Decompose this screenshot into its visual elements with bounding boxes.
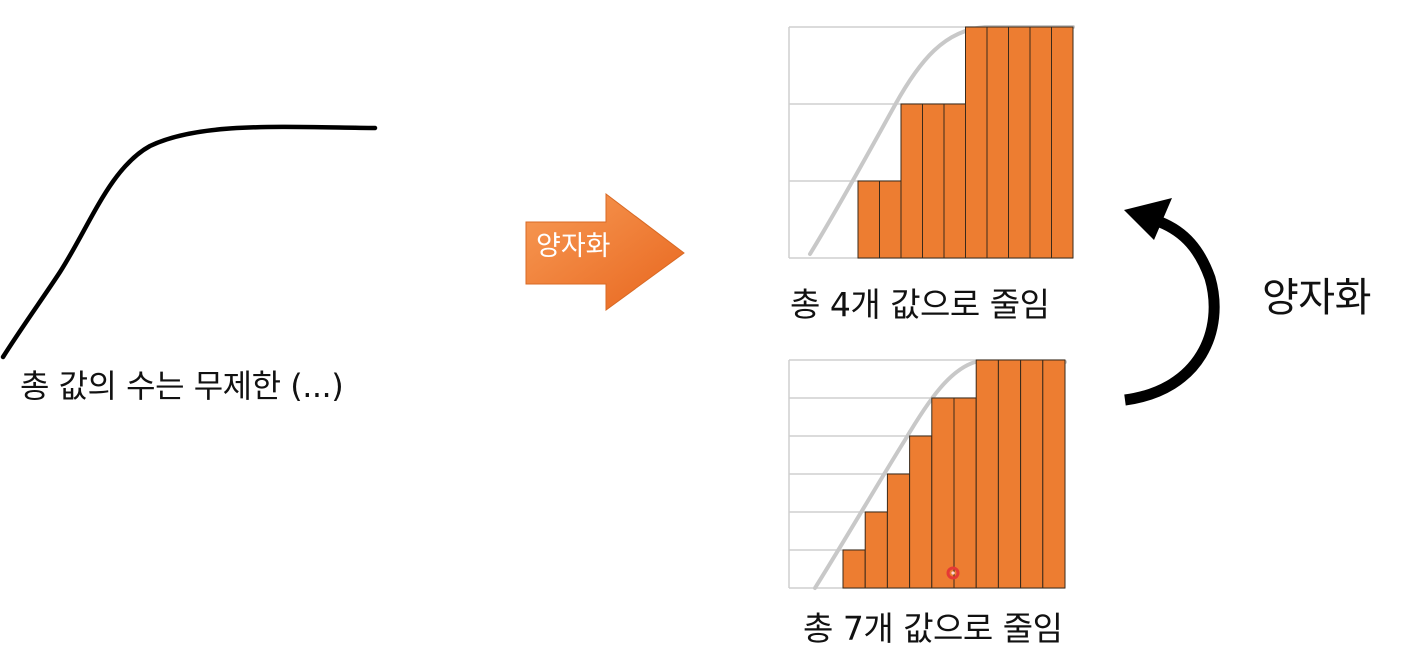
reduced-7-label: 총 7개 값으로 줄임	[803, 609, 1063, 648]
quantize-arrow-label: 양자화	[536, 231, 611, 262]
quantize-right-label: 양자화	[1262, 275, 1371, 321]
pointer-dot-center	[951, 571, 955, 575]
chart-bar	[1051, 26, 1074, 259]
chart-bar	[997, 359, 1022, 589]
chart-bar	[965, 26, 988, 259]
chart-reference-curve	[813, 360, 1067, 590]
chart-bar	[1042, 359, 1066, 589]
chart-bar	[922, 103, 945, 259]
continuous-label: 총 값의 수는 무제한 (...)	[20, 367, 344, 405]
chart-bar	[986, 26, 1009, 259]
chart-bar	[1029, 26, 1052, 259]
chart-bar	[886, 473, 911, 589]
chart-bar	[975, 359, 999, 589]
chart-reference-curve	[808, 25, 1075, 256]
chart-bar	[1008, 26, 1031, 259]
curved-up-arrow-icon	[1124, 216, 1220, 406]
curved-arrow-head	[1124, 198, 1172, 240]
chart-bar	[879, 180, 902, 259]
chart-bar	[1020, 359, 1044, 589]
chart-bar	[943, 103, 966, 259]
chart-bar	[864, 511, 888, 589]
chart-bar	[953, 397, 977, 589]
chart-bar	[909, 435, 933, 589]
pointer-dot	[946, 566, 960, 580]
chart-bar	[900, 103, 923, 259]
chart-7-levels	[788, 359, 1067, 590]
chart-bar	[931, 397, 955, 589]
continuous-curve	[0, 124, 378, 360]
reduced-4-label: 총 4개 값으로 줄임	[790, 285, 1050, 324]
right-block-arrow-icon	[525, 192, 685, 311]
chart-bar	[842, 549, 866, 589]
chart-bar	[857, 180, 880, 259]
chart-4-levels	[788, 25, 1075, 259]
